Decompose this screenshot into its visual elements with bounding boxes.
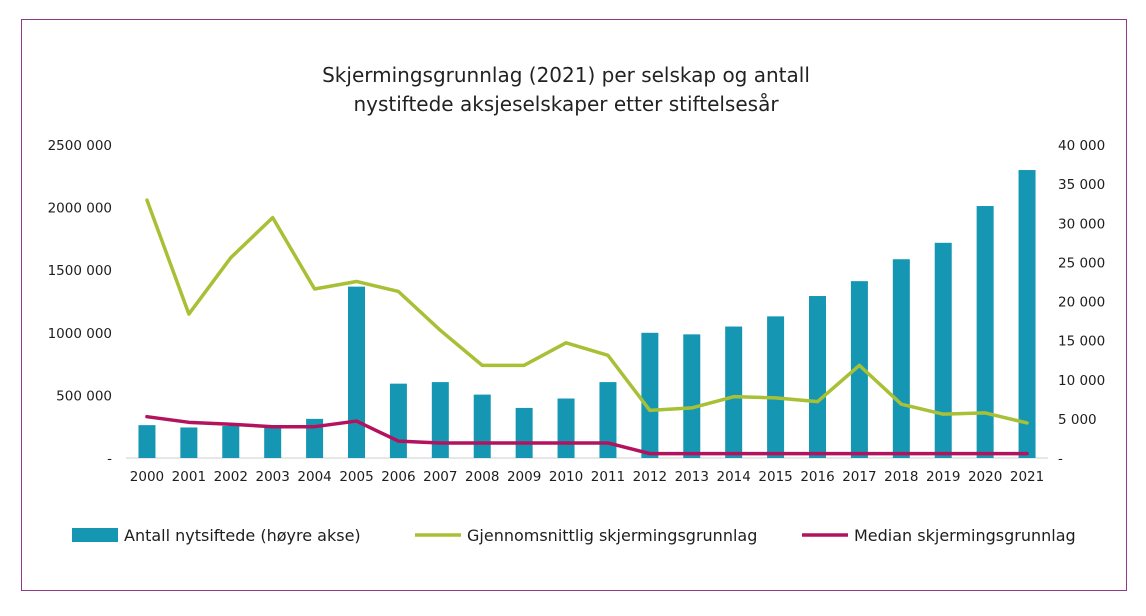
right-axis-tick-label: 25 000 — [1058, 255, 1105, 271]
x-axis-tick-label: 2017 — [842, 469, 876, 485]
x-axis-tick-label: 2003 — [256, 469, 290, 485]
x-axis-tick-label: 2007 — [423, 469, 457, 485]
right-axis-tick-label: 20 000 — [1058, 295, 1105, 311]
x-axis-tick-label: 2011 — [591, 469, 625, 485]
right-axis-tick-label: 40 000 — [1058, 138, 1105, 154]
bar-antall-nystiftede — [222, 425, 240, 458]
legend: Antall nytsiftede (høyre akse) Gjennomsni… — [72, 526, 1076, 545]
x-axis-tick-label: 2018 — [884, 469, 918, 485]
x-axis-tick-label: 2000 — [130, 469, 164, 485]
line-gjennomsnittlig-skjermingsgrunnlag — [145, 198, 1029, 425]
bar-antall-nystiftede — [683, 334, 701, 458]
right-axis-tick-label: 35 000 — [1058, 177, 1105, 193]
bar-antall-nystiftede — [1018, 170, 1036, 459]
x-axis-tick-label: 2015 — [758, 469, 792, 485]
x-axis-tick-label: 2009 — [507, 469, 541, 485]
bar-antall-nystiftede — [473, 394, 491, 458]
bar-antall-nystiftede — [180, 427, 198, 458]
left-axis-tick-label: 500 000 — [56, 388, 112, 404]
bar-antall-nystiftede — [599, 382, 617, 458]
left-axis-tick-label: 1000 000 — [48, 326, 112, 342]
legend-label: Antall nytsiftede (høyre akse) — [124, 526, 361, 545]
left-axis-tick-label: 1500 000 — [48, 263, 112, 279]
chart-title-line-2: nystiftede aksjeselskaper etter stiftels… — [353, 92, 779, 116]
right-axis-tick-label: 5 000 — [1058, 412, 1097, 428]
x-axis-tick-label: 2004 — [297, 469, 331, 485]
right-axis-tick-label: 15 000 — [1058, 334, 1105, 350]
x-axis-tick-label: 2020 — [968, 469, 1002, 485]
legend-label: Median skjermingsgrunnlag — [854, 526, 1076, 545]
left-axis-tick-label: - — [107, 451, 112, 467]
x-axis-tick-label: 2014 — [717, 469, 751, 485]
x-axis-tick-label: 2010 — [549, 469, 583, 485]
x-axis-tick-label: 2019 — [926, 469, 960, 485]
bar-antall-nystiftede — [976, 206, 994, 458]
x-axis-tick-label: 2016 — [800, 469, 834, 485]
x-axis-tick-label: 2006 — [381, 469, 415, 485]
x-axis-tick-label: 2012 — [633, 469, 667, 485]
bar-antall-nystiftede — [934, 242, 952, 458]
right-axis-tick-label: 10 000 — [1058, 373, 1105, 389]
plot-area: - 500 000 1000 000 1500 000 2000 000 2500 000… — [48, 138, 1106, 485]
bar-antall-nystiftede — [389, 383, 407, 458]
right-axis-tick-label: 30 000 — [1058, 216, 1105, 232]
bar-antall-nystiftede — [767, 316, 785, 458]
bar-antall-nystiftede — [264, 427, 282, 458]
x-axis-tick-label: 2021 — [1010, 469, 1044, 485]
x-axis-tick-label: 2013 — [675, 469, 709, 485]
line-median-skjermingsgrunnlag — [145, 414, 1029, 456]
x-axis-tick-label: 2008 — [465, 469, 499, 485]
legend-label: Gjennomsnittlig skjermingsgrunnlag — [467, 526, 757, 545]
bar-antall-nystiftede — [557, 398, 575, 458]
right-axis-tick-label: - — [1058, 451, 1063, 467]
x-axis-tick-label: 2005 — [339, 469, 373, 485]
bar-antall-nystiftede — [348, 286, 365, 458]
bar-antall-nystiftede — [850, 281, 868, 458]
bar-antall-nystiftede — [515, 407, 533, 458]
bar-antall-nystiftede — [138, 425, 156, 458]
legend-swatch-antall-nystiftede — [72, 528, 118, 542]
bar-antall-nystiftede — [725, 326, 743, 458]
left-axis-tick-label: 2500 000 — [48, 138, 112, 154]
left-axis-tick-label: 2000 000 — [48, 201, 112, 217]
x-axis-tick-label: 2002 — [214, 469, 248, 485]
bar-antall-nystiftede — [306, 418, 324, 458]
x-axis-tick-label: 2001 — [172, 469, 206, 485]
bar-antall-nystiftede — [892, 259, 910, 458]
bar-antall-nystiftede — [641, 332, 659, 458]
bar-antall-nystiftede — [809, 296, 826, 458]
chart-title-line-1: Skjermingsgrunnlag (2021) per selskap og… — [322, 63, 810, 87]
bar-antall-nystiftede — [431, 382, 449, 458]
